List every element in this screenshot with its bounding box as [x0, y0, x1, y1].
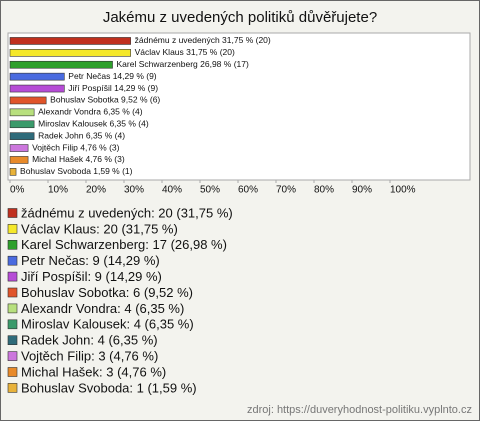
- legend-swatch: [7, 271, 18, 282]
- bar: [9, 37, 131, 45]
- legend-swatch: [7, 255, 18, 266]
- bar: [9, 96, 47, 105]
- legend-label: Bohuslav Sobotka: 6 (9,52 %): [21, 285, 193, 300]
- x-tick-label: 20%: [86, 185, 106, 196]
- value-label: Bohuslav Sobotka 9,52 % (6): [50, 95, 160, 105]
- x-tick-label: 100%: [390, 185, 416, 196]
- x-tick-label: 90%: [352, 185, 372, 196]
- legend-label: Michal Hašek: 3 (4,76 %): [21, 364, 166, 379]
- legend-swatch: [7, 240, 18, 250]
- legend-swatch: [7, 208, 18, 218]
- x-tick-label: 80%: [314, 185, 334, 196]
- legend-label: Jiří Pospíšil: 9 (14,29 %): [21, 269, 162, 284]
- bar: [9, 72, 65, 81]
- value-label: Václav Klaus 31,75 % (20): [135, 47, 235, 57]
- legend-label: Miroslav Kalousek: 4 (6,35 %): [21, 317, 194, 332]
- x-tick-label: 50%: [200, 185, 220, 196]
- value-label: Petr Nečas 14,29 % (9): [68, 71, 157, 81]
- bar: [9, 144, 29, 152]
- value-label: Vojtěch Filip 4,76 % (3): [32, 142, 120, 152]
- legend-label: žádnému z uvedených: 20 (31,75 %): [21, 205, 233, 220]
- bar: [9, 168, 17, 176]
- legend-label: Karel Schwarzenberg: 17 (26,98 %): [21, 237, 227, 252]
- value-label: Jiří Pospíšil 14,29 % (9): [68, 83, 158, 93]
- legend-label: Václav Klaus: 20 (31,75 %): [21, 221, 178, 236]
- value-label: Karel Schwarzenberg 26,98 % (17): [117, 59, 249, 69]
- legend-swatch: [7, 224, 18, 234]
- bar: [9, 120, 35, 129]
- bar: [9, 156, 29, 164]
- x-tick-label: 70%: [276, 185, 296, 196]
- bar: [9, 60, 113, 69]
- legend-swatch: [7, 335, 18, 346]
- legend-label: Petr Nečas: 9 (14,29 %): [21, 253, 160, 268]
- bar: [9, 49, 131, 57]
- x-tick-label: 30%: [124, 185, 144, 196]
- value-label: Michal Hašek 4,76 % (3): [32, 154, 125, 164]
- legend-label: Vojtěch Filip: 3 (4,76 %): [21, 349, 158, 364]
- bar: [9, 132, 35, 140]
- legend-label: Bohuslav Svoboda: 1 (1,59 %): [21, 380, 197, 395]
- x-tick-label: 10%: [48, 185, 68, 196]
- legend-swatch: [7, 383, 18, 393]
- plot-area: [7, 32, 471, 181]
- legend-swatch: [7, 319, 18, 330]
- value-label: Bohuslav Svoboda 1,59 % (1): [20, 166, 133, 176]
- x-tick-label: 40%: [162, 185, 182, 196]
- legend-swatch: [7, 367, 18, 377]
- bar: [9, 108, 35, 117]
- x-tick-label: 0%: [10, 185, 25, 196]
- value-label: Miroslav Kalousek 6,35 % (4): [38, 119, 149, 129]
- bar: [9, 84, 65, 93]
- value-label: žádnému z uvedených 31,75 % (20): [135, 35, 271, 45]
- source: zdroj: https://duveryhodnost-politiku.vy…: [247, 404, 472, 416]
- legend-label: Radek John: 4 (6,35 %): [21, 333, 158, 348]
- value-label: Radek John 6,35 % (4): [38, 130, 125, 140]
- legend-swatch: [7, 303, 18, 314]
- legend-label: Alexandr Vondra: 4 (6,35 %): [21, 301, 184, 316]
- legend-swatch: [7, 287, 18, 298]
- chart-title: Jakému z uvedených politiků důvěřujete?: [103, 9, 377, 26]
- x-tick-label: 60%: [238, 185, 258, 196]
- value-label: Alexandr Vondra 6,35 % (4): [38, 107, 143, 117]
- legend-swatch: [7, 351, 18, 361]
